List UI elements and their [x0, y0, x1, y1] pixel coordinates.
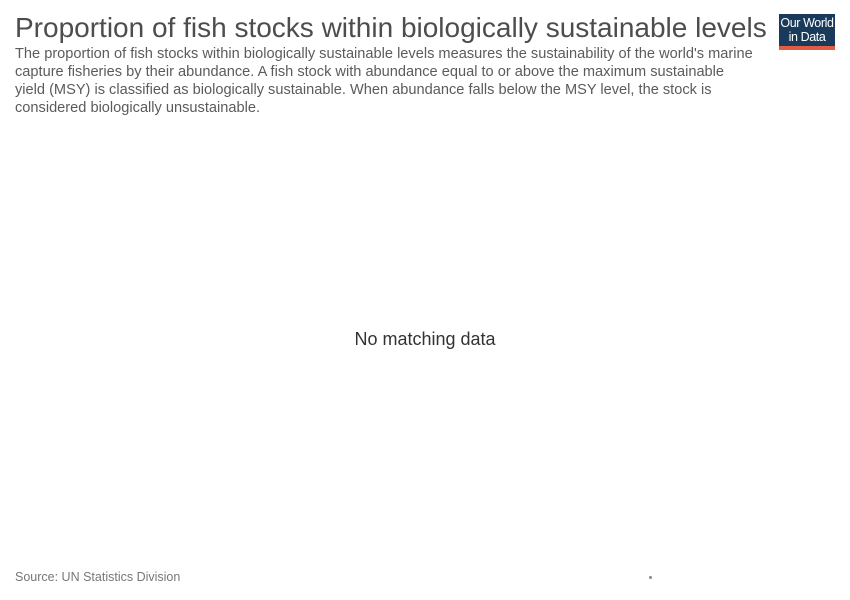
- no-data-message: No matching data: [354, 329, 496, 349]
- logo-line-1: Our World: [780, 16, 834, 30]
- chart-header: Proportion of fish stocks within biologi…: [15, 12, 767, 117]
- chart-title: Proportion of fish stocks within biologi…: [15, 12, 767, 43]
- chart-subtitle: The proportion of fish stocks within bio…: [15, 46, 753, 116]
- chart-area: No matching data: [15, 110, 835, 565]
- our-world-in-data-logo[interactable]: Our World in Data: [779, 14, 835, 50]
- footer-dot-icon: [649, 576, 652, 579]
- logo-line-2: in Data: [788, 30, 826, 44]
- source-note[interactable]: Source: UN Statistics Division: [15, 570, 181, 584]
